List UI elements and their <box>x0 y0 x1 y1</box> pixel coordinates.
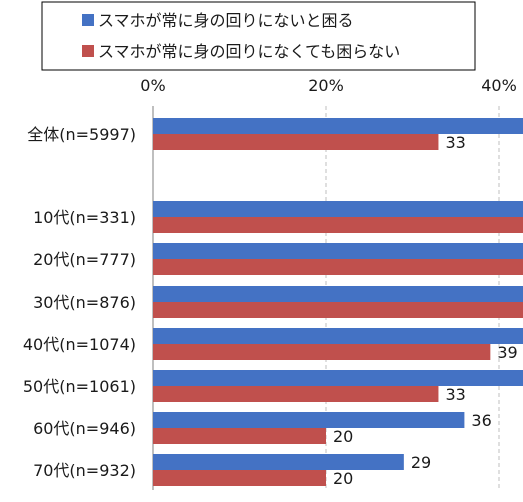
x-tick-label: 40% <box>481 76 517 95</box>
category-label: 20代(n=777) <box>33 250 136 269</box>
bar-needed <box>153 286 523 302</box>
category-labels: 全体(n=5997) 10代(n=331) 20代(n=777) 30代(n=876)… <box>23 125 136 480</box>
category-label: 40代(n=1074) <box>23 335 136 354</box>
category-label: 30代(n=876) <box>33 293 136 312</box>
data-label: 33 <box>445 385 465 404</box>
bar-not-needed <box>153 344 491 360</box>
bars <box>153 118 523 486</box>
data-label: 20 <box>333 427 353 446</box>
category-label: 50代(n=1061) <box>23 377 136 396</box>
x-tick-label: 20% <box>308 76 344 95</box>
category-label: 全体(n=5997) <box>27 125 136 144</box>
x-axis-ticks: 0%20%40%60%80% <box>140 76 517 95</box>
data-label: 36 <box>471 411 491 430</box>
bar-not-needed <box>153 470 326 486</box>
category-label: 10代(n=331) <box>33 208 136 227</box>
bar-not-needed <box>153 386 439 402</box>
data-labels: 49336666685261445039453336202920 <box>333 133 518 488</box>
bar-needed <box>153 412 465 428</box>
legend-swatch-2 <box>82 45 94 57</box>
bar-not-needed <box>153 217 523 233</box>
bar-not-needed <box>153 134 439 150</box>
legend-label-2: スマホが常に身の回りになくても困らない <box>98 42 400 61</box>
bar-needed <box>153 454 404 470</box>
legend-swatch-1 <box>82 14 94 26</box>
data-label: 39 <box>497 343 517 362</box>
bar-not-needed <box>153 259 523 275</box>
legend-label-1: スマホが常に身の回りにないと困る <box>98 11 354 30</box>
data-label: 29 <box>411 453 431 472</box>
category-label: 60代(n=946) <box>33 419 136 438</box>
bar-needed <box>153 370 523 386</box>
data-label: 33 <box>445 133 465 152</box>
category-label: 70代(n=932) <box>33 461 136 480</box>
data-label: 20 <box>333 469 353 488</box>
bar-needed <box>153 243 523 259</box>
bar-needed <box>153 328 523 344</box>
bar-not-needed <box>153 428 326 444</box>
x-tick-label: 0% <box>140 76 165 95</box>
bar-needed <box>153 118 523 134</box>
bar-needed <box>153 201 523 217</box>
legend-box <box>41 1 476 71</box>
bar-not-needed <box>153 302 523 318</box>
